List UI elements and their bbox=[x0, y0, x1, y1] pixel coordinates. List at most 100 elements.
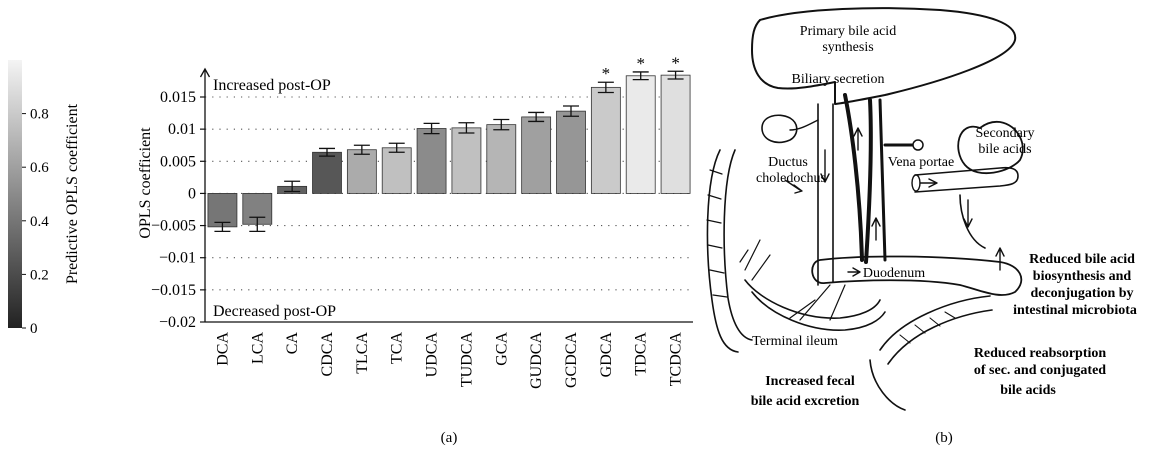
colon-vessels bbox=[899, 311, 956, 344]
label-line: bile acids bbox=[978, 142, 1031, 157]
bar-tdca bbox=[625, 75, 656, 194]
y-axis-ticks: 0.015 0.01 0.005 0 −0.005 −0.01 −0.015 −0.02 bbox=[151, 89, 205, 331]
panel-a-bar-chart: 0 0.2 0.4 0.6 0.8 Predictive OPLS coefficien… bbox=[8, 53, 693, 446]
gallbladder bbox=[761, 114, 798, 144]
x-tick-label: GDCA bbox=[598, 332, 615, 378]
x-tick-label: TCDCA bbox=[668, 332, 685, 387]
bar-dca bbox=[207, 193, 238, 228]
label-reduced-reabsorption: Reduced reabsorption of sec. and conjuga… bbox=[974, 346, 1107, 398]
colorbar-label: Predictive OPLS coefficient bbox=[64, 103, 81, 284]
x-tick-label: TLCA bbox=[354, 332, 371, 374]
error-bar-ca bbox=[284, 180, 301, 193]
y-tick-label: 0.005 bbox=[160, 153, 196, 170]
portal-vein bbox=[843, 93, 873, 264]
x-tick-label: CDCA bbox=[319, 332, 336, 377]
y-tick-label: 0 bbox=[188, 185, 196, 202]
label-increased-fecal: Increased fecal bile acid excretion bbox=[751, 374, 860, 409]
error-bar-gudca bbox=[528, 111, 545, 123]
label-duodenum: Duodenum bbox=[863, 266, 925, 281]
colon-haustra bbox=[706, 169, 728, 298]
error-bar-gdca bbox=[597, 81, 614, 94]
label-line: synthesis bbox=[822, 40, 873, 55]
panel-a-label: (a) bbox=[441, 430, 458, 446]
vessel-section bbox=[911, 174, 921, 192]
cystic-duct bbox=[789, 119, 819, 131]
error-bar-tlca bbox=[353, 144, 370, 155]
bars bbox=[207, 74, 691, 228]
x-tick-label: DCA bbox=[214, 332, 231, 366]
x-axis-tick-labels: DCA LCA CA CDCA TLCA TCA UDCA TUDCA GCA GUDCA GCDC… bbox=[214, 332, 684, 389]
y-tick-label: −0.015 bbox=[151, 282, 196, 299]
x-tick-label: UDCA bbox=[424, 332, 441, 378]
label-primary-synthesis: Primary bile acid synthesis bbox=[800, 24, 896, 55]
mesenteric-vessels bbox=[739, 239, 846, 321]
annotation-decreased: Decreased post-OP bbox=[213, 303, 336, 320]
label-line: intestinal microbiota bbox=[1013, 303, 1137, 318]
label-line: Ductus bbox=[768, 155, 808, 170]
bar-gudca bbox=[521, 116, 552, 194]
spleen-secondary-bile-acids bbox=[957, 120, 1024, 174]
y-axis-label: OPLS coefficient bbox=[137, 127, 154, 239]
flow-arrows bbox=[784, 127, 1005, 277]
label-vena-portae: Vena portae bbox=[888, 155, 954, 170]
bar-tca bbox=[381, 147, 412, 194]
error-bar-lca bbox=[249, 216, 266, 233]
colorbar bbox=[8, 60, 22, 328]
label-line: Increased fecal bbox=[765, 374, 855, 389]
bar-tlca bbox=[346, 149, 377, 194]
bar-gcdca bbox=[556, 110, 586, 194]
label-line: bile acids bbox=[1000, 383, 1056, 398]
error-bar-tudca bbox=[458, 122, 475, 134]
liver-shape bbox=[751, 7, 1017, 105]
y-axis-arrow bbox=[199, 67, 211, 78]
label-terminal-ileum: Terminal ileum bbox=[752, 334, 838, 349]
colorbar-tick-label: 0 bbox=[30, 321, 38, 337]
label-line: bile acid excretion bbox=[751, 394, 860, 409]
colorbar-tick-label: 0.6 bbox=[30, 160, 49, 176]
colorbar-tick-label: 0.4 bbox=[30, 214, 49, 230]
error-bar-gca bbox=[493, 118, 510, 131]
y-tick-label: −0.005 bbox=[151, 218, 196, 235]
x-tick-label: GCDCA bbox=[563, 332, 580, 388]
label-reduced-biosynthesis: Reduced bile acid biosynthesis and decon… bbox=[1013, 252, 1137, 318]
x-tick-label: GUDCA bbox=[528, 332, 545, 389]
label-line: Secondary bbox=[975, 126, 1034, 141]
error-bar-cdca bbox=[319, 147, 335, 157]
vessel-end bbox=[912, 139, 924, 151]
x-tick-label: GCA bbox=[493, 332, 510, 366]
colorbar-ticks: 0 0.2 0.4 0.6 0.8 bbox=[22, 107, 49, 337]
annotation-increased: Increased post-OP bbox=[213, 77, 331, 94]
error-bar-tcdca bbox=[667, 70, 684, 80]
bar-gdca bbox=[590, 86, 621, 194]
y-tick-label: 0.01 bbox=[168, 121, 196, 138]
x-tick-label: TCA bbox=[389, 332, 406, 364]
significance-star: * bbox=[636, 54, 645, 73]
colon bbox=[706, 149, 753, 353]
label-biliary-secretion: Biliary secretion bbox=[792, 72, 885, 87]
x-tick-label: TDCA bbox=[633, 332, 650, 376]
error-bar-dca bbox=[214, 221, 231, 233]
x-tick-label: TUDCA bbox=[458, 332, 475, 388]
error-bar-gcdca bbox=[563, 105, 579, 117]
bile-duct bbox=[817, 103, 834, 286]
error-bar-tdca bbox=[632, 71, 649, 81]
significance-markers: * * * bbox=[602, 53, 680, 83]
x-tick-label: LCA bbox=[249, 332, 266, 364]
y-tick-label: −0.02 bbox=[159, 314, 196, 331]
panel-b-label: (b) bbox=[935, 430, 953, 446]
label-line: of sec. and conjugated bbox=[974, 363, 1106, 378]
error-bar-udca bbox=[423, 122, 440, 135]
label-ductus-choledochus: Ductus choledochus bbox=[756, 155, 826, 186]
bar-cdca bbox=[312, 151, 342, 194]
bar-gca bbox=[486, 124, 517, 194]
label-line: Reduced bile acid bbox=[1029, 252, 1135, 267]
y-tick-label: −0.01 bbox=[159, 250, 196, 267]
colorbar-tick-label: 0.8 bbox=[30, 107, 49, 123]
label-line: choledochus bbox=[756, 171, 826, 186]
label-secondary-bile-acids: Secondary bile acids bbox=[975, 126, 1034, 157]
colorbar-tick-label: 0.2 bbox=[30, 267, 49, 283]
significance-star: * bbox=[602, 64, 611, 83]
bar-tudca bbox=[451, 127, 482, 194]
duodenum bbox=[811, 255, 1023, 296]
